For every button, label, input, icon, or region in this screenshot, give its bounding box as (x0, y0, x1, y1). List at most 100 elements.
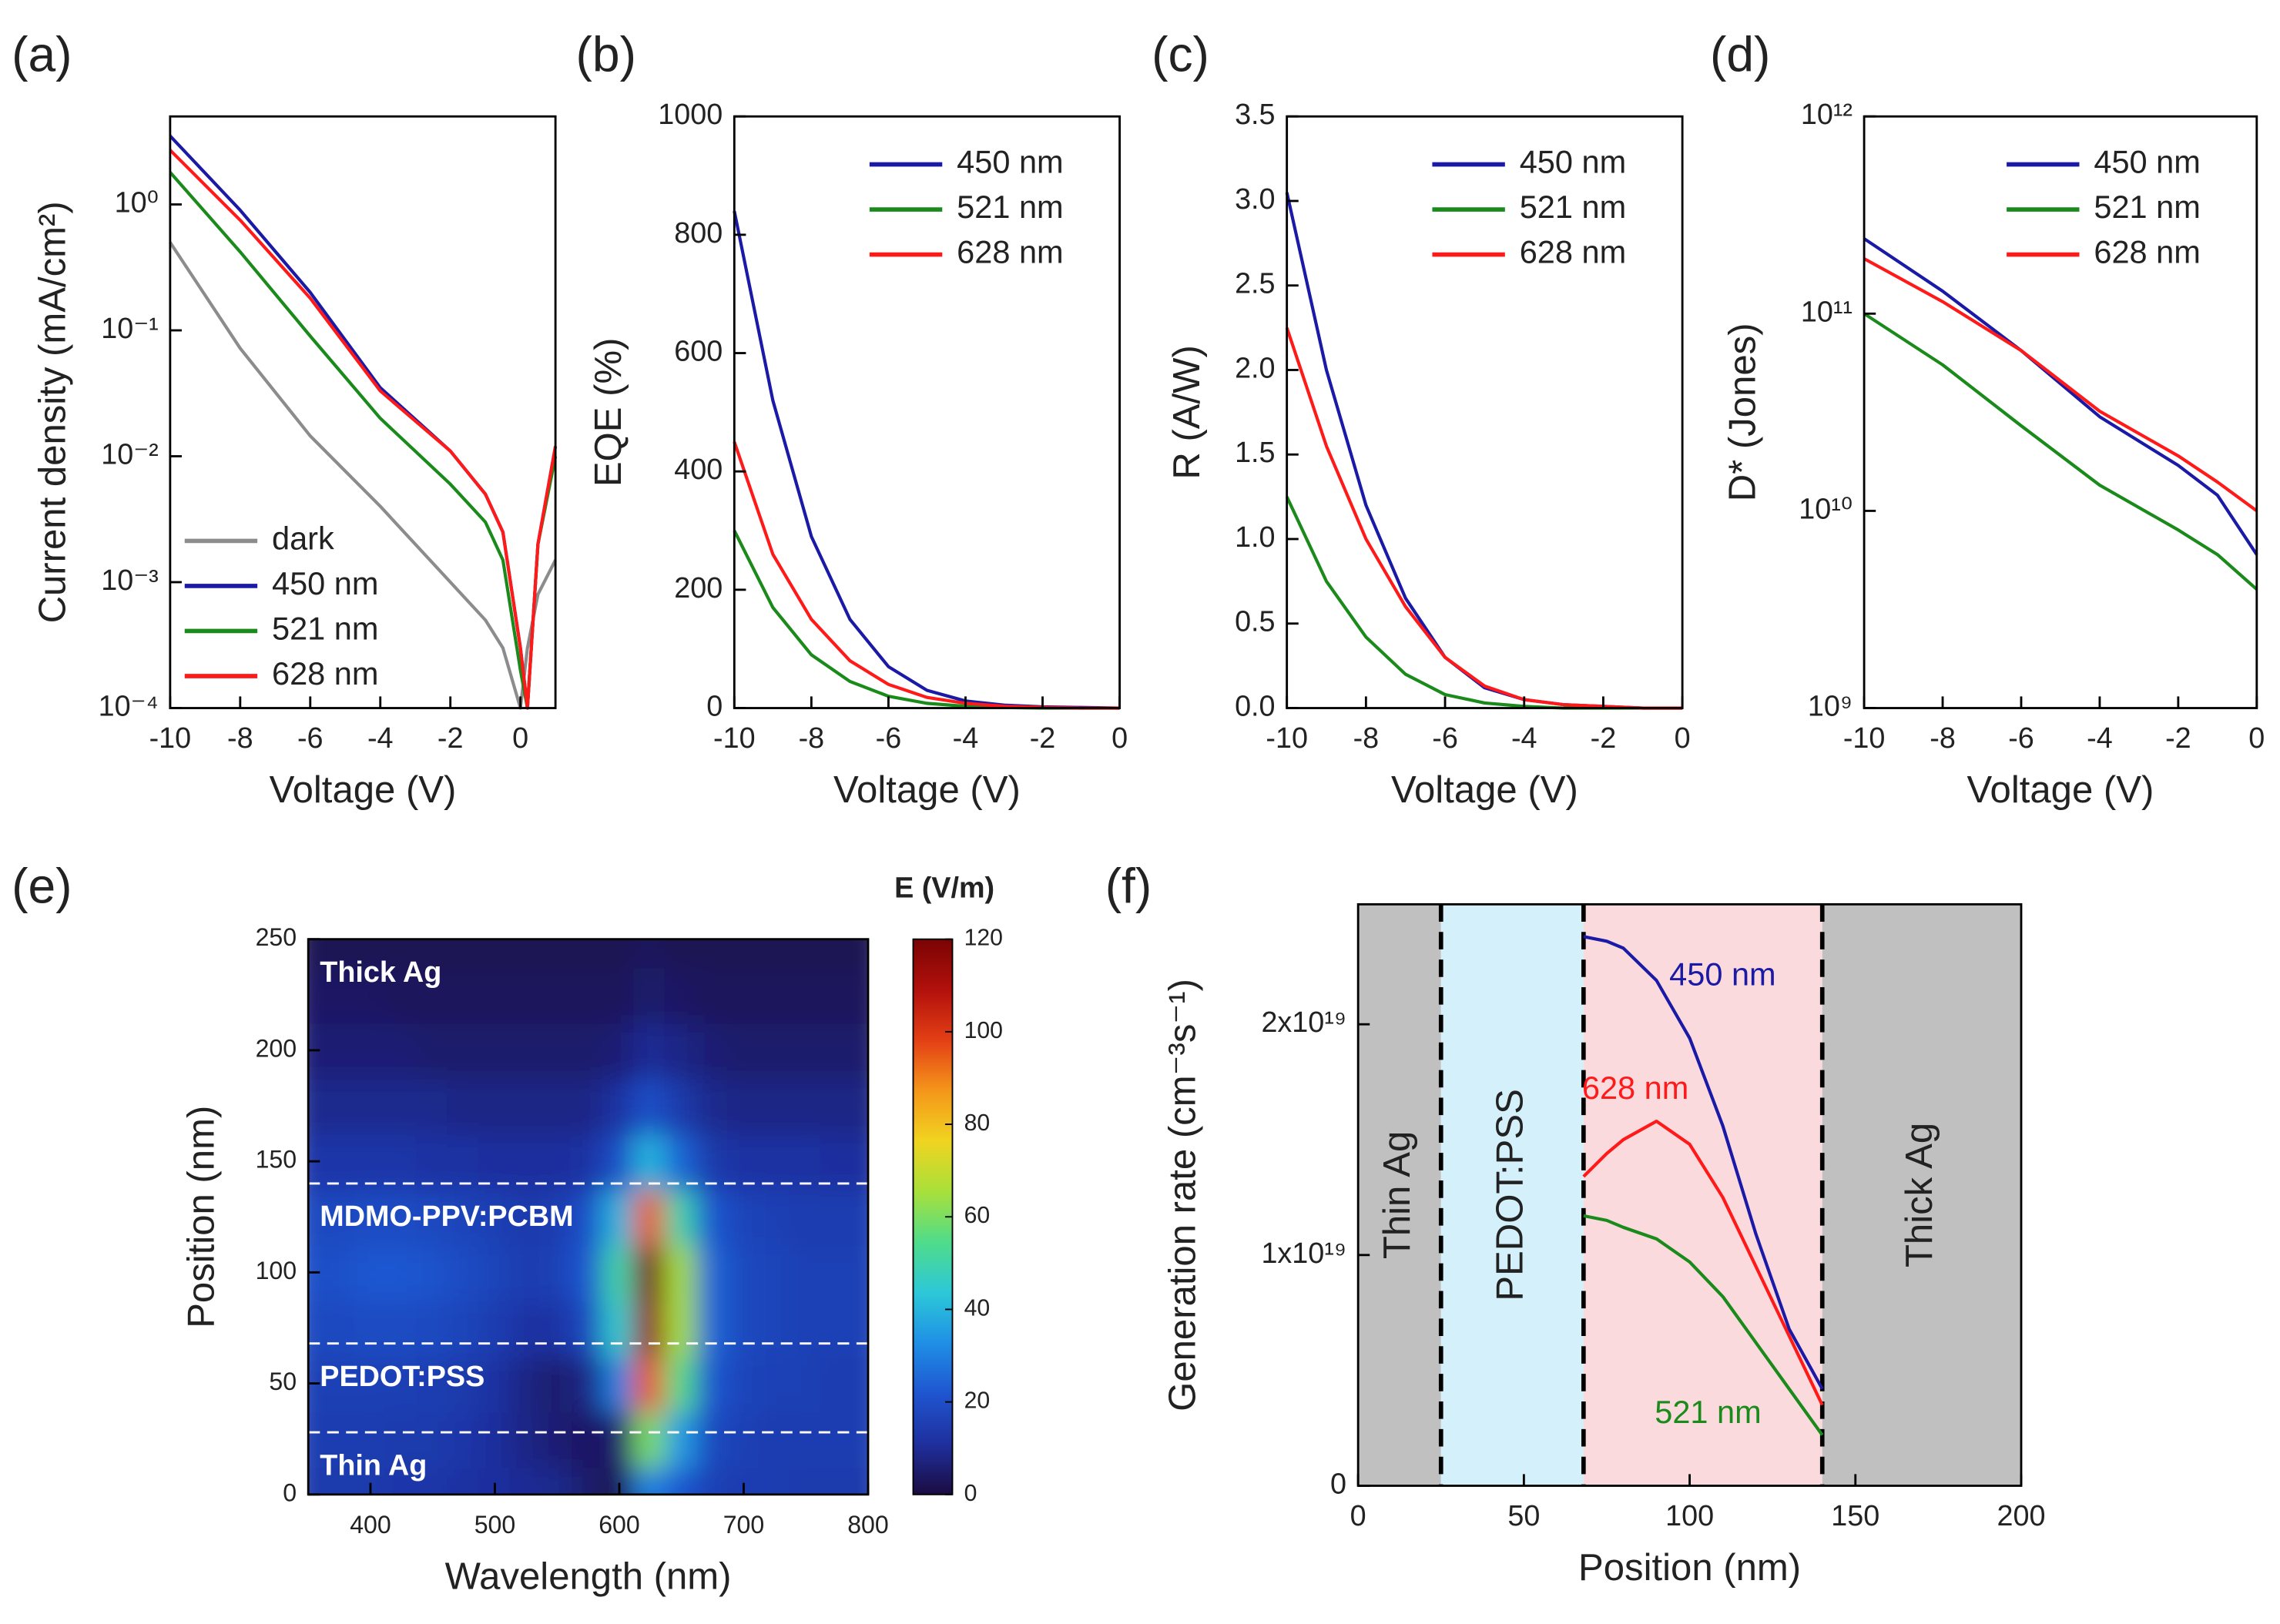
heat-cell (322, 1243, 357, 1302)
y-tick-label: 200 (256, 1034, 297, 1062)
x-tick-label: 0 (512, 722, 528, 754)
y-tick-label: 0.0 (1235, 689, 1275, 722)
heat-cell (726, 1409, 761, 1468)
x-tick-label: 100 (1665, 1499, 1714, 1532)
heat-cell (571, 1354, 605, 1413)
x-tick-label: 0 (1675, 722, 1691, 754)
heat-cell (322, 1132, 357, 1191)
x-tick-label: -4 (953, 722, 979, 754)
y-tick-label: 10⁰ (115, 186, 159, 218)
heat-cell (633, 1132, 668, 1191)
x-tick-label: 200 (1997, 1499, 2045, 1532)
x-tick-label: -10 (713, 722, 756, 754)
x-axis-label: Voltage (V) (833, 769, 1021, 811)
colorbar-tick-label: 0 (964, 1481, 977, 1506)
heat-cell (602, 1020, 637, 1080)
legend-label: 628 nm (957, 234, 1063, 270)
heat-cell (447, 1020, 481, 1080)
heat-cell (308, 1465, 326, 1495)
heat-cell (571, 1465, 605, 1495)
heat-cell (696, 1187, 730, 1247)
y-tick-label: 1.0 (1235, 521, 1275, 553)
layer-label: Thin Ag (320, 1448, 427, 1481)
x-axis-label: Voltage (V) (1391, 769, 1578, 811)
heat-cell (757, 1187, 792, 1247)
heat-cell (508, 1077, 543, 1135)
heat-cell (384, 1243, 419, 1302)
heat-cell (789, 1132, 823, 1191)
y-tick-label: 10¹¹ (1801, 295, 1852, 327)
heat-cell (447, 1298, 481, 1358)
heat-cell (415, 1132, 450, 1191)
heat-cell (602, 1187, 637, 1247)
axes-frame (169, 115, 557, 709)
heat-cell (633, 1298, 668, 1358)
heat-cell (322, 1077, 357, 1135)
x-tick-label: 600 (598, 1511, 640, 1539)
y-tick-label: 2x10¹⁹ (1261, 1006, 1346, 1038)
heat-cell (353, 1132, 388, 1191)
heat-cell (850, 1077, 868, 1135)
heat-cell (664, 1465, 699, 1495)
heat-cell (508, 939, 543, 969)
heat-cell (726, 1077, 761, 1135)
heat-cell (726, 1132, 761, 1191)
colorbar-label: E (V/m) (894, 871, 994, 903)
heat-cell (478, 1409, 512, 1468)
heat-cell (571, 1298, 605, 1358)
heat-cell (447, 1187, 481, 1247)
x-tick-label: -6 (1432, 722, 1458, 754)
heat-cell (308, 965, 326, 1024)
heatmap (308, 939, 868, 1495)
heat-cell (820, 1465, 854, 1495)
heat-cell (850, 965, 868, 1024)
heat-cell (308, 939, 326, 969)
heat-cell (415, 1354, 450, 1413)
y-tick-label: 400 (674, 453, 723, 485)
heat-cell (850, 1187, 868, 1247)
legend-label: 521 nm (957, 189, 1063, 225)
heat-cell (789, 1409, 823, 1468)
heat-cell (820, 1187, 854, 1247)
axes-frame (307, 938, 870, 1496)
x-tick-label: -6 (2008, 722, 2034, 754)
x-tick-label: -4 (367, 722, 394, 754)
legend-label: 450 nm (2094, 143, 2200, 179)
heat-cell (664, 1077, 699, 1135)
heat-cell (757, 1020, 792, 1080)
x-axis-label: Voltage (V) (270, 769, 457, 811)
heat-cell (726, 1187, 761, 1247)
heat-cell (633, 939, 668, 969)
heat-cell (571, 1132, 605, 1191)
x-tick-label: -10 (1266, 722, 1308, 754)
heat-cell (478, 1132, 512, 1191)
x-tick-label: 0 (1112, 722, 1128, 754)
heat-cell (696, 1020, 730, 1080)
y-tick-label: 150 (256, 1146, 297, 1174)
panel-label: (b) (576, 27, 636, 82)
heat-cell (602, 1132, 637, 1191)
heat-cell (664, 1243, 699, 1302)
heat-cell (726, 1354, 761, 1413)
heat-cell (850, 939, 868, 969)
axes-frame (1286, 115, 1684, 709)
heat-cell (789, 1020, 823, 1080)
legend-label: 521 nm (2094, 189, 2200, 225)
heat-cell (850, 1409, 868, 1468)
heat-cell (571, 965, 605, 1024)
heat-cell (850, 1465, 868, 1495)
legend-label: 450 nm (1520, 143, 1626, 179)
heat-cell (540, 965, 575, 1024)
y-tick-label: 3.0 (1235, 182, 1275, 215)
heat-cell (353, 1187, 388, 1247)
heat-cell (384, 1132, 419, 1191)
y-axis-label: Position (nm) (180, 1106, 222, 1328)
panel-label: (e) (12, 858, 72, 913)
y-tick-label: 50 (269, 1368, 297, 1395)
heat-cell (478, 1354, 512, 1413)
heat-cell (571, 1409, 605, 1468)
heat-cell (789, 1243, 823, 1302)
series-line (1863, 237, 2258, 556)
heat-cell (478, 965, 512, 1024)
